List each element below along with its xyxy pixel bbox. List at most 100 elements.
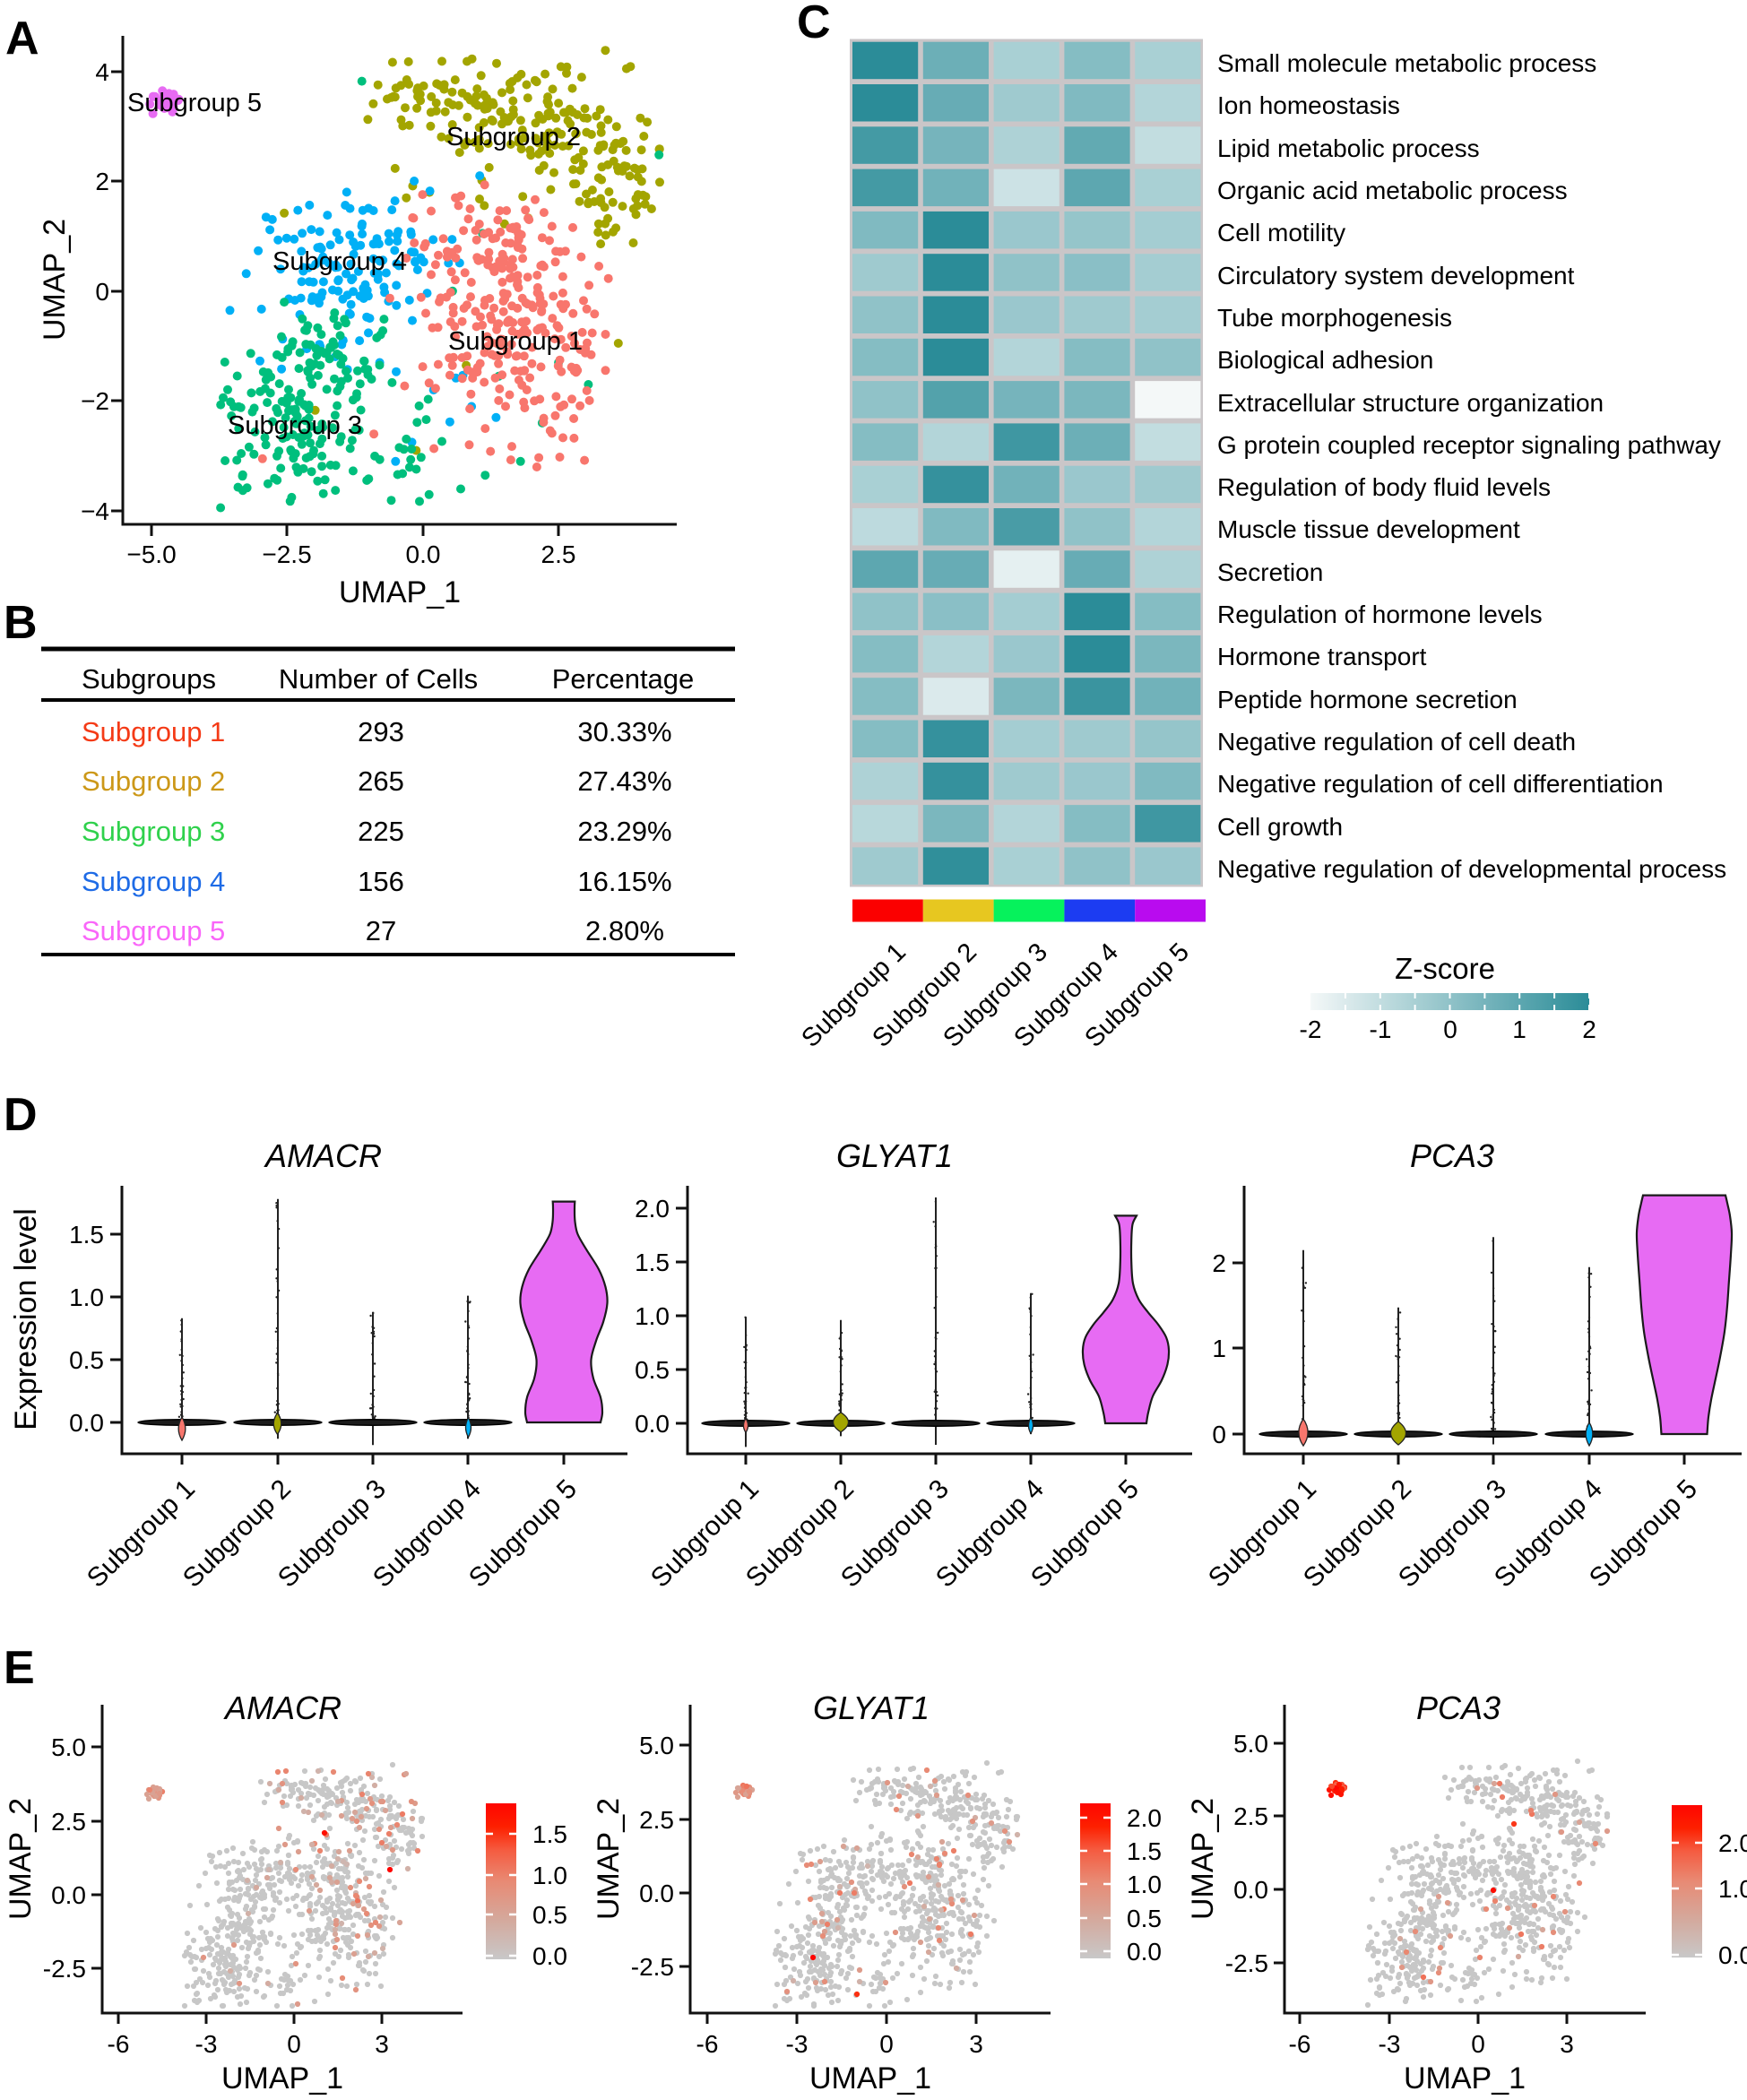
- svg-text:0.5: 0.5: [532, 1901, 567, 1929]
- svg-text:2: 2: [1212, 1249, 1226, 1277]
- svg-text:-3: -3: [786, 2030, 809, 2058]
- svg-text:-3: -3: [195, 2030, 218, 2058]
- svg-text:UMAP_1: UMAP_1: [339, 575, 461, 609]
- svg-text:A: A: [5, 13, 39, 65]
- svg-text:AMACR: AMACR: [264, 1137, 382, 1174]
- svg-text:C: C: [797, 0, 831, 48]
- svg-text:-3: -3: [1379, 2030, 1401, 2058]
- svg-text:-6: -6: [1289, 2030, 1311, 2058]
- svg-text:2.5: 2.5: [639, 1806, 674, 1834]
- svg-text:16.15%: 16.15%: [577, 866, 671, 897]
- svg-text:30.33%: 30.33%: [577, 716, 671, 748]
- svg-text:Subgroup 5: Subgroup 5: [82, 915, 225, 946]
- svg-text:Hormone transport: Hormone transport: [1217, 643, 1427, 670]
- svg-text:1.0: 1.0: [635, 1302, 670, 1330]
- svg-text:Z-score: Z-score: [1395, 952, 1495, 985]
- svg-text:Muscle tissue development: Muscle tissue development: [1217, 515, 1520, 543]
- svg-text:1.5: 1.5: [69, 1221, 104, 1249]
- svg-text:Cell motility: Cell motility: [1217, 219, 1345, 246]
- svg-text:0: 0: [95, 278, 109, 306]
- svg-text:Biological adhesion: Biological adhesion: [1217, 346, 1433, 374]
- svg-text:Subgroup 2: Subgroup 2: [446, 123, 581, 151]
- svg-text:UMAP_2: UMAP_2: [4, 1798, 38, 1920]
- svg-text:0.0: 0.0: [532, 1942, 567, 1970]
- svg-text:2.5: 2.5: [1233, 1802, 1268, 1830]
- svg-text:UMAP_2: UMAP_2: [38, 219, 72, 341]
- svg-text:-1: -1: [1370, 1015, 1392, 1043]
- svg-text:Number of Cells: Number of Cells: [279, 663, 478, 695]
- svg-text:27.43%: 27.43%: [577, 765, 671, 797]
- svg-text:0: 0: [1443, 1015, 1457, 1043]
- svg-text:PCA3: PCA3: [1410, 1137, 1494, 1174]
- svg-text:0.0: 0.0: [69, 1409, 104, 1437]
- svg-text:Subgroup 1: Subgroup 1: [82, 716, 225, 748]
- svg-text:UMAP_1: UMAP_1: [1404, 2061, 1526, 2096]
- svg-text:0: 0: [1471, 2030, 1485, 2058]
- svg-text:1.0: 1.0: [1127, 1871, 1162, 1898]
- svg-text:Subgroup 4: Subgroup 4: [272, 247, 407, 276]
- svg-text:UMAP_1: UMAP_1: [221, 2061, 343, 2096]
- svg-text:1.0: 1.0: [1718, 1875, 1747, 1903]
- svg-text:3: 3: [1560, 2030, 1574, 2058]
- svg-text:2.0: 2.0: [1127, 1804, 1162, 1832]
- svg-text:-2: -2: [1300, 1015, 1322, 1043]
- svg-text:−2.5: −2.5: [262, 540, 311, 568]
- svg-text:Regulation of hormone levels: Regulation of hormone levels: [1217, 601, 1543, 628]
- svg-text:1.0: 1.0: [532, 1862, 567, 1889]
- svg-text:5.0: 5.0: [1233, 1730, 1268, 1758]
- svg-text:3: 3: [969, 2030, 983, 2058]
- svg-text:0.5: 0.5: [1127, 1905, 1162, 1932]
- svg-text:2.0: 2.0: [1718, 1829, 1747, 1857]
- svg-text:1.5: 1.5: [532, 1820, 567, 1848]
- svg-text:-2.5: -2.5: [43, 1955, 86, 1983]
- svg-text:0.0: 0.0: [639, 1880, 674, 1907]
- svg-text:2.5: 2.5: [541, 540, 576, 568]
- svg-text:2: 2: [1582, 1015, 1596, 1043]
- svg-text:5.0: 5.0: [639, 1732, 674, 1759]
- svg-text:Percentage: Percentage: [552, 663, 695, 695]
- svg-text:Subgroup 3: Subgroup 3: [82, 816, 225, 847]
- svg-text:1.5: 1.5: [1127, 1837, 1162, 1865]
- svg-text:0.0: 0.0: [406, 540, 441, 568]
- svg-text:0.0: 0.0: [51, 1881, 86, 1909]
- svg-text:-2.5: -2.5: [1225, 1949, 1268, 1977]
- svg-text:UMAP_2: UMAP_2: [592, 1798, 626, 1920]
- svg-text:1.0: 1.0: [69, 1283, 104, 1311]
- svg-text:2.0: 2.0: [635, 1195, 670, 1223]
- svg-text:2.80%: 2.80%: [585, 915, 664, 946]
- svg-text:Regulation of body fluid level: Regulation of body fluid levels: [1217, 473, 1551, 501]
- svg-text:E: E: [4, 1642, 35, 1694]
- svg-text:Expression level: Expression level: [9, 1208, 43, 1430]
- svg-text:0.5: 0.5: [635, 1356, 670, 1384]
- svg-text:−5.0: −5.0: [126, 540, 176, 568]
- svg-text:Organic acid metabolic process: Organic acid metabolic process: [1217, 177, 1568, 204]
- svg-text:GLYAT1: GLYAT1: [813, 1690, 930, 1726]
- svg-text:Ion homeostasis: Ion homeostasis: [1217, 91, 1400, 119]
- svg-text:Subgroups: Subgroups: [82, 663, 216, 695]
- svg-text:Negative regulation of cell de: Negative regulation of cell death: [1217, 728, 1576, 756]
- svg-text:Subgroup 5: Subgroup 5: [127, 89, 262, 117]
- svg-text:293: 293: [358, 716, 404, 748]
- svg-text:1: 1: [1212, 1335, 1226, 1362]
- svg-text:−4: −4: [81, 497, 109, 525]
- svg-text:Circulatory system development: Circulatory system development: [1217, 262, 1575, 290]
- svg-text:Tube morphogenesis: Tube morphogenesis: [1217, 304, 1452, 332]
- svg-text:AMACR: AMACR: [223, 1690, 342, 1726]
- svg-text:Subgroup 4: Subgroup 4: [82, 866, 225, 897]
- svg-text:3: 3: [375, 2030, 389, 2058]
- svg-text:UMAP_2: UMAP_2: [1186, 1798, 1220, 1920]
- svg-text:Cell growth: Cell growth: [1217, 813, 1343, 841]
- svg-text:-6: -6: [696, 2030, 719, 2058]
- svg-text:156: 156: [358, 866, 404, 897]
- svg-text:-2.5: -2.5: [631, 1953, 674, 1981]
- svg-text:GLYAT1: GLYAT1: [836, 1137, 953, 1174]
- svg-text:0: 0: [287, 2030, 301, 2058]
- svg-text:265: 265: [358, 765, 404, 797]
- svg-text:Extracellular structure organi: Extracellular structure organization: [1217, 389, 1604, 417]
- svg-text:0.0: 0.0: [1233, 1876, 1268, 1904]
- svg-text:Small molecule metabolic proce: Small molecule metabolic process: [1217, 49, 1596, 77]
- svg-text:0: 0: [1212, 1421, 1226, 1448]
- svg-text:G protein coupled receptor sig: G protein coupled receptor signaling pat…: [1217, 431, 1721, 459]
- svg-text:UMAP_1: UMAP_1: [809, 2061, 931, 2096]
- svg-text:-6: -6: [108, 2030, 130, 2058]
